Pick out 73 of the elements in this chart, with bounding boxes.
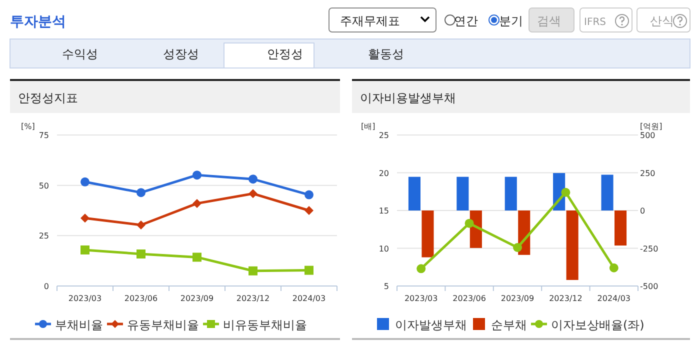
x-tick-label: 2023/09 [500,294,534,303]
point [304,266,314,275]
text: 연간 [454,14,478,28]
point [80,177,90,186]
point [248,174,258,184]
point [192,170,202,180]
y-axis-title: [%] [21,122,35,131]
point [416,264,426,274]
bar [566,210,578,280]
bar [614,210,627,246]
legend-label: 이자발생부채 [395,318,467,332]
y-axis-title: [배] [361,122,376,131]
legend-label: 부채비율 [55,318,103,332]
point [304,206,314,215]
text: 주재무제표 [340,14,400,28]
legend-label: 비유동부채비율 [223,318,307,332]
point [248,189,258,198]
x-tick-label: 2023/09 [180,294,214,303]
x-tick-label: 2024/03 [597,294,631,303]
text: 성장성 [163,47,199,61]
text: 투자분석 [10,14,66,30]
y2-tick-label: 0 [640,206,646,216]
point [248,266,258,276]
y2-tick-label: -500 [640,282,658,291]
chart-title: 이자비용발생부채 [360,91,456,105]
point [304,190,314,200]
legend-label: 이자보상배율(좌) [551,318,644,332]
y-tick-label: 50 [38,181,49,190]
legend-label: 유동부채비율 [127,318,199,332]
x-tick-label: 2023/03 [68,294,102,303]
bar [422,210,434,258]
y-tick-label: 15 [378,206,389,216]
bar [408,176,420,210]
y2-tick-label: -250 [640,244,658,254]
point [609,263,618,272]
x-tick-label: 2023/12 [236,294,270,303]
x-tick-label: 2024/03 [292,294,326,303]
text: 분기 [499,14,523,28]
point [136,188,146,198]
point [513,242,522,252]
y2-tick-label: 500 [640,131,656,140]
y-tick-label: 10 [378,244,389,254]
point [192,198,202,208]
text: 안정성 [267,47,303,61]
point [80,245,90,254]
x-tick-label: 2023/03 [404,294,438,303]
legend-label: 순부채 [491,318,527,332]
text: 수익성 [62,47,98,61]
bar [504,176,517,210]
text: 활동성 [368,47,404,61]
y2-axis-title: [억원] [640,122,662,131]
y-tick-label: 25 [378,131,389,140]
x-tick-label: 2023/06 [124,294,158,303]
x-tick-label: 2023/12 [549,294,582,303]
y-tick-label: 25 [38,232,49,241]
text: 검색 [537,14,561,28]
text: IFRS [584,17,606,28]
text: 산식 [650,14,674,28]
point [464,218,474,228]
chart-title: 안정성지표 [18,91,78,105]
y-tick-label: 20 [378,168,389,178]
y-tick-label: 75 [38,131,49,140]
point [192,252,202,262]
y-tick-label: 0 [44,282,49,291]
y2-tick-label: 250 [640,168,656,178]
bar [456,176,469,210]
x-tick-label: 2023/06 [452,294,486,303]
point [136,249,146,258]
point [136,220,146,230]
bar [601,174,614,210]
point [80,214,90,223]
point [561,188,570,197]
y-tick-label: 5 [384,282,389,291]
